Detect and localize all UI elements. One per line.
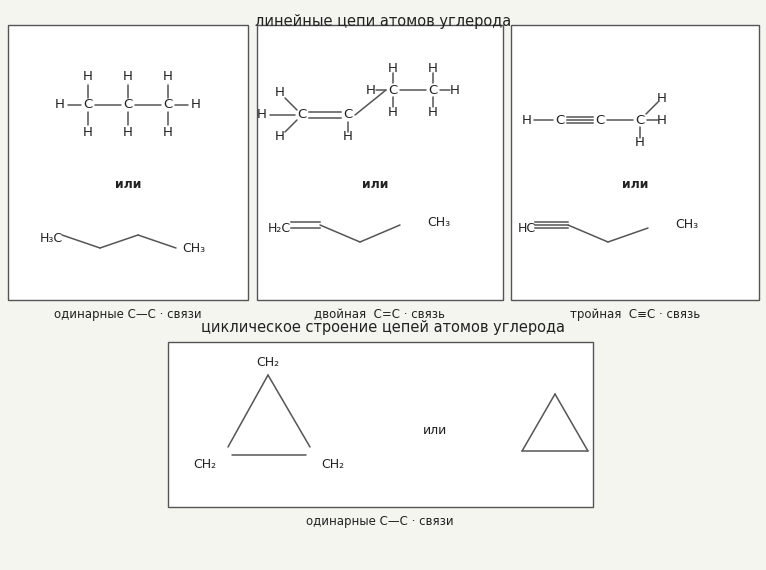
Text: CH₂: CH₂ (257, 356, 280, 369)
Text: H: H (657, 113, 667, 127)
Text: H: H (657, 92, 667, 104)
Text: H: H (83, 71, 93, 83)
Text: H: H (123, 127, 133, 140)
Text: H: H (522, 113, 532, 127)
Text: C: C (343, 108, 352, 121)
Text: H: H (343, 131, 353, 144)
Text: C: C (555, 113, 565, 127)
Text: H: H (428, 105, 438, 119)
Text: H: H (163, 71, 173, 83)
Text: C: C (123, 99, 133, 112)
Bar (8, 25, 248, 300)
Text: C: C (388, 83, 398, 96)
Text: H: H (83, 127, 93, 140)
Text: H: H (366, 83, 376, 96)
Text: циклическое строение цепей атомов углерода: циклическое строение цепей атомов углеро… (201, 320, 565, 335)
Text: H: H (275, 87, 285, 100)
Text: H: H (55, 99, 65, 112)
Text: C: C (595, 113, 604, 127)
Text: H: H (123, 71, 133, 83)
Text: C: C (163, 99, 172, 112)
Text: H: H (388, 62, 398, 75)
Text: H: H (450, 83, 460, 96)
Text: или: или (115, 178, 141, 192)
Text: H₂C: H₂C (268, 222, 291, 234)
Text: H: H (163, 127, 173, 140)
Text: тройная  C≡C · связь: тройная C≡C · связь (570, 308, 700, 321)
Bar (511, 25, 759, 300)
Text: H: H (191, 99, 201, 112)
Bar (257, 25, 503, 300)
Text: CH₃: CH₃ (182, 242, 205, 254)
Text: CH₃: CH₃ (427, 215, 450, 229)
Text: C: C (297, 108, 306, 121)
Text: C: C (428, 83, 437, 96)
Text: H: H (275, 131, 285, 144)
Text: H: H (388, 105, 398, 119)
Text: одинарные C—C · связи: одинарные C—C · связи (54, 308, 201, 321)
Text: HC: HC (518, 222, 536, 234)
Text: H₃C: H₃C (40, 231, 63, 245)
Text: линейные цепи атомов углерода: линейные цепи атомов углерода (255, 14, 511, 29)
Text: C: C (635, 113, 645, 127)
Text: или: или (423, 424, 447, 437)
Text: или: или (622, 178, 648, 192)
Text: двойная  C=C · связь: двойная C=C · связь (315, 308, 446, 321)
Text: CH₂: CH₂ (194, 458, 217, 471)
Text: CH₂: CH₂ (322, 458, 345, 471)
Bar (168, 342, 593, 507)
Text: H: H (635, 136, 645, 149)
Text: H: H (428, 62, 438, 75)
Text: H: H (257, 108, 267, 121)
Text: CH₃: CH₃ (675, 218, 698, 231)
Text: C: C (83, 99, 93, 112)
Text: одинарные C—C · связи: одинарные C—C · связи (306, 515, 453, 528)
Text: или: или (362, 178, 388, 192)
